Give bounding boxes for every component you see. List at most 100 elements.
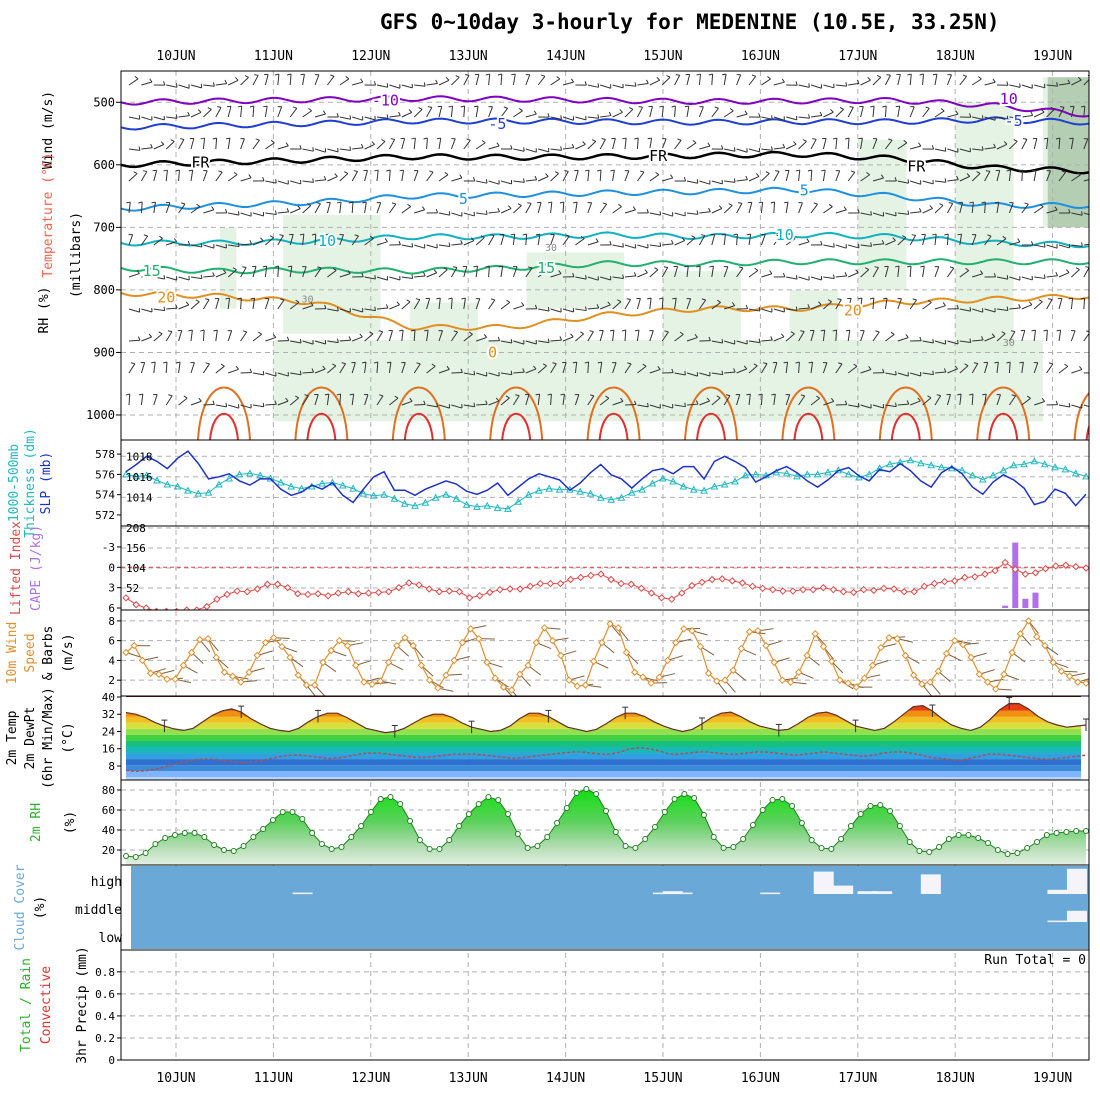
wind-barb-flag: [170, 139, 175, 142]
wind-barb-flag: [870, 242, 872, 247]
wind-speed-marker: [827, 657, 836, 666]
wind-barb: [748, 76, 757, 86]
wind-barb-flag: [691, 235, 696, 239]
wind-barb: [562, 116, 574, 121]
wind-barb-flag: [816, 395, 820, 399]
wind-barb-flag: [466, 138, 471, 141]
rh-marker: [426, 846, 433, 852]
wind-barb: [835, 138, 838, 150]
rh-marker: [250, 834, 257, 840]
wind-barb: [1033, 138, 1038, 150]
wind-barb: [153, 362, 156, 374]
wind-barb: [351, 201, 354, 214]
wind-barb: [897, 142, 908, 150]
cloud-cell: [672, 892, 693, 895]
temp-color-band: [126, 765, 1081, 772]
wind-barb-flag: [808, 361, 813, 364]
wind-barb: [128, 339, 141, 342]
wind-barb-flag: [812, 138, 817, 140]
wind-barb: [711, 73, 714, 86]
wind-barb: [364, 276, 376, 280]
wind-barb-flag: [869, 297, 874, 300]
wind-barb: [128, 78, 139, 86]
rh-marker: [201, 834, 208, 840]
wind-barb: [326, 234, 330, 246]
rh-marker: [123, 853, 129, 859]
wind-barb: [909, 265, 912, 278]
rh-marker: [407, 818, 414, 824]
wind-barb: [140, 235, 149, 246]
thickness-marker: [256, 471, 265, 479]
wind-barb: [289, 234, 294, 246]
wind-barb-flag: [663, 266, 668, 268]
wind-barb: [848, 82, 860, 86]
wind-barb: [761, 308, 773, 313]
lifted-index-marker: [193, 606, 201, 610]
temp-tick-label: 8: [108, 760, 115, 773]
wind-barb-flag: [337, 306, 339, 312]
date-label-bottom: 12JUN: [351, 1071, 390, 1086]
rh-marker: [710, 834, 717, 840]
wind-barb-flag: [1041, 398, 1046, 402]
rh-marker: [867, 803, 874, 809]
wind-barb: [128, 173, 138, 182]
wind-barb: [984, 171, 991, 182]
wind-barb-flag: [359, 333, 363, 338]
lifted-index-marker: [395, 583, 403, 592]
wind-barb-flag: [770, 201, 775, 204]
wind-barb: [141, 308, 153, 313]
date-label-bottom: 11JUN: [254, 1071, 293, 1086]
wind-barb-flag: [845, 82, 848, 87]
wind-barb: [451, 76, 460, 86]
axis-title: Cloud Cover: [13, 864, 28, 950]
wind-barb: [1071, 369, 1083, 374]
wind-barb-flag: [180, 202, 186, 205]
temp-color-band: [126, 753, 1081, 760]
rh-marker: [338, 844, 345, 850]
thickness-marker: [875, 464, 884, 472]
wind-speed-marker: [442, 671, 450, 679]
wind-barb-flag: [729, 108, 734, 112]
wind-barb-flag: [837, 298, 842, 300]
wind-barb-flag: [969, 201, 974, 204]
wind-barb-flag: [460, 368, 463, 373]
thickness-marker: [380, 490, 388, 498]
wind-barb: [1058, 298, 1063, 310]
lifted-index-marker: [849, 588, 858, 597]
wind-speed-marker: [532, 638, 540, 647]
lifted-index-marker: [667, 595, 676, 603]
cloud-cell: [813, 871, 834, 894]
isotherm-25-loop: [976, 386, 1031, 440]
lifted-index-marker: [758, 584, 767, 593]
wind-barb: [686, 106, 690, 118]
wind-barb-flag: [237, 105, 242, 108]
wind-barb: [227, 106, 232, 118]
wind-barb-flag: [839, 107, 844, 110]
wind-barb: [835, 108, 844, 118]
wind-barb-flag: [232, 267, 237, 271]
wind-barb-flag: [200, 329, 205, 332]
rh-marker: [838, 836, 845, 842]
wind-barb: [649, 244, 661, 247]
wind-barb: [314, 179, 326, 182]
lifted-index-marker: [647, 589, 656, 597]
wind-barb: [773, 336, 785, 342]
wind-barb-flag: [940, 108, 945, 112]
wind-barb: [339, 78, 350, 86]
wind-barb-flag: [876, 75, 881, 78]
rh-marker: [230, 848, 237, 854]
thickness-marker: [431, 493, 440, 501]
wind-barb-flag: [610, 169, 615, 172]
wind-barb: [860, 298, 863, 310]
isotherm-5: [121, 186, 1089, 212]
rh-marker: [279, 809, 286, 815]
rh-marker: [818, 845, 825, 851]
wind-barb: [240, 267, 247, 278]
wind-barb-flag: [895, 265, 900, 268]
lifted-index-marker: [475, 592, 484, 600]
thickness-marker: [1040, 460, 1049, 468]
wind-barb: [748, 202, 753, 214]
thickness-marker: [669, 477, 677, 485]
wind-barb: [550, 116, 562, 120]
wind-barb: [227, 138, 231, 150]
